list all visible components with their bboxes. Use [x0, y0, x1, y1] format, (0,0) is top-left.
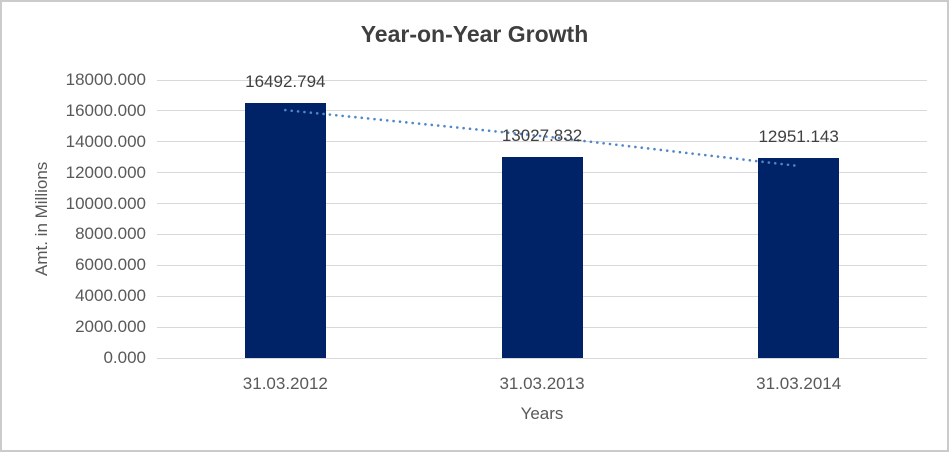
y-tick-label: 12000.000 — [65, 162, 146, 182]
bar-value-label: 13027.832 — [501, 125, 583, 145]
x-tick-label: 31.03.2012 — [242, 374, 328, 393]
x-tick-label: 31.03.2014 — [756, 374, 842, 393]
y-tick-label: 2000.000 — [75, 317, 146, 337]
bar — [758, 157, 840, 358]
y-tick-label: 14000.000 — [65, 131, 146, 151]
bar-value-label: 12951.143 — [758, 126, 839, 146]
bar — [501, 156, 583, 358]
y-tick-label: 10000.000 — [65, 193, 146, 213]
y-tick-label: 6000.000 — [75, 255, 146, 275]
plot-area: 16492.794 13027.832 12951.143 — [157, 72, 927, 359]
bar — [244, 103, 326, 358]
bar-value-label: 16492.794 — [245, 72, 326, 92]
gridline — [157, 357, 927, 359]
y-tick-label: 4000.000 — [75, 286, 146, 306]
y-tick-label: 18000.000 — [65, 70, 146, 89]
gridline — [157, 79, 927, 81]
y-tick-label: 0.000 — [103, 348, 146, 367]
x-tick-label: 31.03.2013 — [499, 374, 585, 393]
chart-title: Year-on-Year Growth — [360, 21, 589, 47]
x-axis-title: Years — [520, 404, 564, 423]
y-tick-label: 8000.000 — [75, 224, 146, 244]
y-tick-label: 16000.000 — [65, 100, 146, 120]
